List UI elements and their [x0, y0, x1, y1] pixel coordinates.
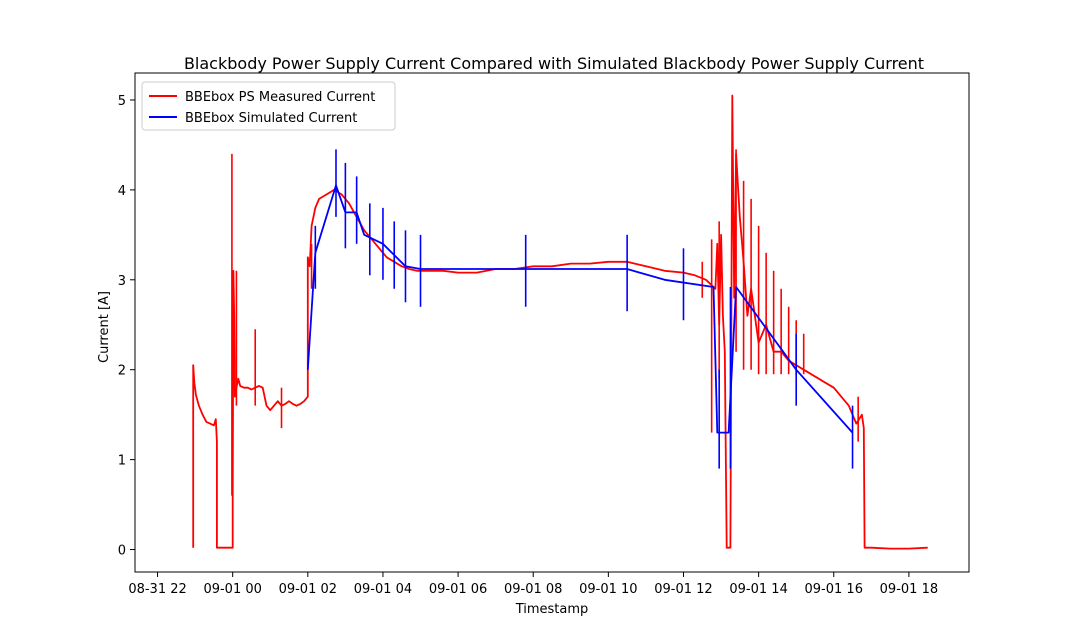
y-tick-label-4: 4 — [118, 184, 126, 199]
y-tick-label-1: 1 — [118, 454, 126, 469]
x-tick-label-9: 09-01 16 — [805, 582, 863, 597]
x-tick-label-2: 09-01 02 — [279, 582, 337, 597]
legend: BBEbox PS Measured Current BBEbox Simula… — [141, 81, 396, 131]
ticks-layer: 08-31 22 09-01 00 09-01 02 09-01 04 09-01 06… — [118, 94, 938, 597]
legend-label-measured: BBEbox PS Measured Current — [185, 90, 375, 105]
x-tick-label-6: 09-01 10 — [579, 582, 637, 597]
x-tick-label-8: 09-01 14 — [729, 582, 787, 597]
series-layer — [192, 94, 928, 550]
series-line-1 — [306, 184, 854, 434]
y-axis-label: Current [A] — [97, 291, 112, 363]
series-1 — [306, 149, 854, 469]
y-tick-label-3: 3 — [118, 274, 126, 289]
y-tick-label-0: 0 — [118, 544, 126, 559]
x-tick-label-7: 09-01 12 — [654, 582, 712, 597]
x-axis-label: Timestamp — [515, 602, 589, 617]
y-tick-label-2: 2 — [118, 364, 126, 379]
x-tick-label-10: 09-01 18 — [880, 582, 938, 597]
legend-label-simulated: BBEbox Simulated Current — [185, 111, 357, 126]
y-tick-label-5: 5 — [118, 94, 126, 109]
plot-area: 08-31 22 09-01 00 09-01 02 09-01 04 09-01 06… — [118, 72, 970, 597]
x-tick-label-3: 09-01 04 — [354, 582, 412, 597]
chart-title: Blackbody Power Supply Current Compared … — [184, 54, 924, 73]
plot-frame — [134, 72, 970, 573]
series-line-0 — [192, 94, 928, 550]
x-tick-label-0: 08-31 22 — [128, 582, 186, 597]
legend-box — [141, 81, 396, 131]
series-0 — [192, 94, 928, 550]
x-tick-label-5: 09-01 08 — [504, 582, 562, 597]
x-tick-label-4: 09-01 06 — [429, 582, 487, 597]
x-tick-label-1: 09-01 00 — [203, 582, 261, 597]
